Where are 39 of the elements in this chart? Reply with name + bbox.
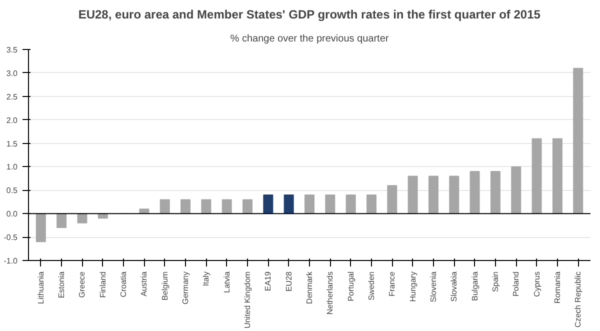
y-tick-label: 3.0 xyxy=(6,68,18,78)
x-tick-label: Austria xyxy=(140,270,149,296)
y-tick-label: 2.5 xyxy=(6,92,18,102)
x-tick-label: Croatia xyxy=(119,270,128,298)
x-tick-label: Netherlands xyxy=(326,271,335,315)
x-tick-label: Italy xyxy=(202,272,211,286)
x-tick-label: Greece xyxy=(78,270,87,298)
y-tick-label: 0.0 xyxy=(6,210,18,219)
x-tick-label: Spain xyxy=(490,271,500,292)
x-tick-label: Romania xyxy=(552,270,562,304)
x-tick-label: Portugal xyxy=(346,271,356,302)
x-tick-label: EA19 xyxy=(264,270,273,292)
x-tick-label: EU28 xyxy=(284,270,294,292)
x-tick-label: Germany xyxy=(181,271,190,304)
y-tick-label: -1.0 xyxy=(4,256,18,266)
x-tick-label: Cyprus xyxy=(532,271,542,297)
x-tick-label: Estonia xyxy=(57,270,66,298)
x-tick-label: Slovenia xyxy=(428,270,438,302)
chart-title: EU28, euro area and Member States' GDP growth rates in the first quarter of 2015 xyxy=(78,8,541,22)
y-tick-label: 1.0 xyxy=(6,162,18,172)
x-tick-label: Bulgaria xyxy=(470,270,480,301)
x-tick-label: Sweden xyxy=(366,271,376,300)
x-tick-label: France xyxy=(388,270,397,296)
x-tick-label: Lithuania xyxy=(36,270,46,304)
x-tick-label: Hungary xyxy=(408,271,418,302)
chart-subtitle: % change over the previous quarter xyxy=(230,34,390,44)
x-tick-label: Latvia xyxy=(222,270,232,293)
y-tick-label: 1.5 xyxy=(6,139,18,148)
y-tick-label: 3.5 xyxy=(6,46,18,54)
x-tick-label: Belgium xyxy=(160,271,170,300)
x-tick-label: Denmark xyxy=(305,270,314,304)
y-tick-label: 2.0 xyxy=(6,116,18,125)
x-tick-label: Poland xyxy=(512,271,521,296)
x-tick-label: United Kingdom xyxy=(243,271,252,328)
x-tick-label: Finland xyxy=(98,271,108,298)
y-tick-label: 0.5 xyxy=(6,186,18,196)
x-tick-label: Slovakia xyxy=(450,270,459,302)
x-tick-label: Czech Republic xyxy=(574,271,583,328)
y-tick-label: -0.5 xyxy=(4,233,18,242)
